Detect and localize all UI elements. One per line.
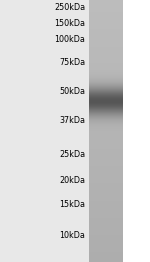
Text: 50kDa: 50kDa xyxy=(60,87,86,96)
Text: 100kDa: 100kDa xyxy=(55,35,86,44)
Text: 150kDa: 150kDa xyxy=(54,19,85,28)
Text: 75kDa: 75kDa xyxy=(59,58,86,67)
Text: 37kDa: 37kDa xyxy=(60,116,86,125)
Text: 10kDa: 10kDa xyxy=(60,231,86,240)
Text: 15kDa: 15kDa xyxy=(60,200,86,209)
Text: 20kDa: 20kDa xyxy=(60,176,86,185)
Text: 250kDa: 250kDa xyxy=(54,3,86,12)
Bar xyxy=(123,0,150,262)
Text: 25kDa: 25kDa xyxy=(59,150,86,159)
